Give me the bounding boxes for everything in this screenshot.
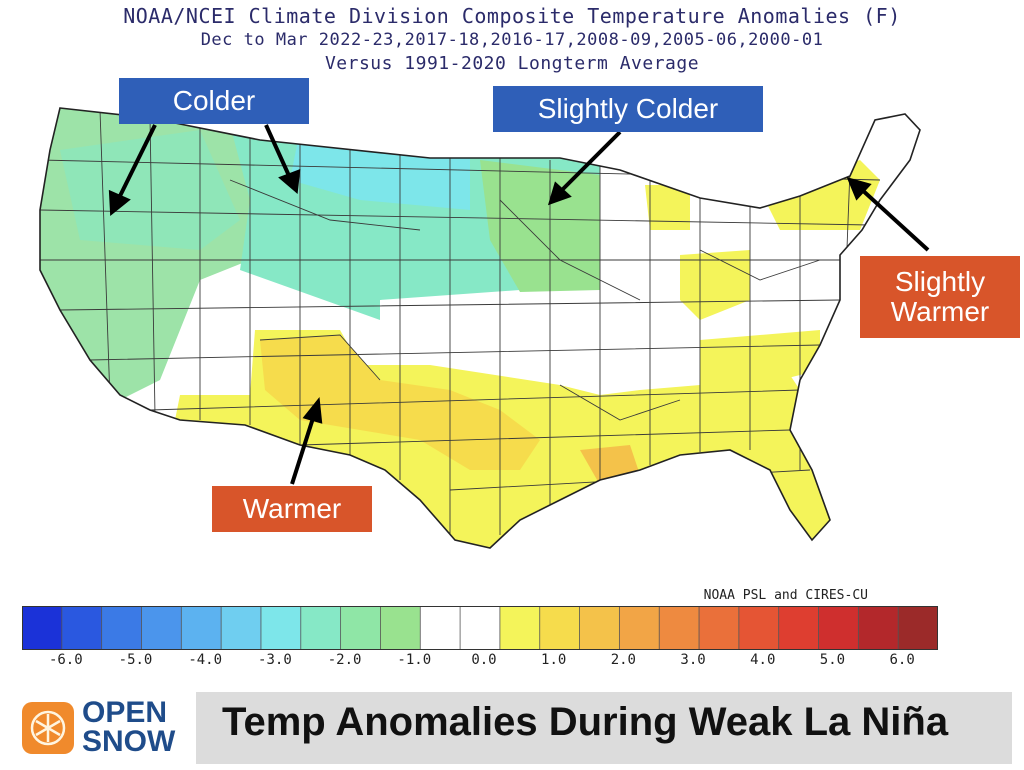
colorbar-swatch [658,606,700,650]
colorbar-swatch [618,606,660,650]
colorbar-swatch [300,606,342,650]
climate-division-boundaries [40,109,881,540]
arrow-warmer-head [302,396,323,424]
region-michigan-warmer [645,185,690,230]
map-subtitle-years: Dec to Mar 2022-23,2017-18,2016-17,2008-… [200,30,824,50]
colorbar-swatch [380,606,421,650]
colorbar-tick-label: -6.0 [48,652,83,668]
opensnow-logo: OPEN SNOW [12,692,196,764]
colorbar-tick-label: 6.0 [889,652,915,668]
region-ohio-valley-warmer [680,250,750,320]
callout-slightly-warmer-line1: Slightly [894,266,986,297]
anomaly-colorbar [22,606,938,650]
colorbar-swatch [738,606,780,650]
colorbar-tick-label: -2.0 [327,652,362,668]
map-subtitle-baseline: Versus 1991-2020 Longterm Average [324,53,700,74]
arrow-colder-plains-head [278,168,301,194]
colorbar-swatch [579,606,621,650]
us-climate-division-map [39,107,930,549]
colorbar-swatch [897,606,938,650]
arrow-slightly-warmer [858,186,930,252]
region-northwest-colder [60,130,240,250]
colorbar-swatch [22,606,63,650]
colorbar-swatch [818,606,860,650]
colorbar-tick-label: 4.0 [750,652,776,668]
colorbar-swatch [419,606,461,650]
us-outline [39,107,921,549]
callout-arrows [108,124,930,485]
region-northeast-warmer [760,160,880,230]
colorbar-swatch [340,606,382,650]
colorbar-tick-label: -3.0 [258,652,292,668]
colorbar-swatch [260,606,302,650]
callout-slightly-warmer: Slightly Warmer [860,256,1020,338]
region-upper-midwest-slightly-colder [480,160,600,292]
colorbar-swatch [220,606,262,650]
colorbar-swatch [61,606,103,650]
map-title: NOAA/NCEI Climate Division Composite Tem… [123,4,901,28]
colorbar-tick-label: 3.0 [680,652,706,668]
callout-colder: Colder [119,78,309,124]
region-carolinas-warmer [700,330,820,385]
arrow-warmer [290,414,316,485]
colorbar-tick-label: 0.0 [471,652,497,668]
opensnow-wordmark: OPEN SNOW [82,696,176,758]
callout-warmer: Warmer [212,486,372,532]
colorbar-swatch [778,606,820,650]
snowflake-logo-icon [22,702,74,754]
map-title-block: NOAA/NCEI Climate Division Composite Tem… [0,4,1024,76]
footer-inner: OPEN SNOW Temp Anomalies During Weak La … [12,692,1012,764]
data-credit: NOAA PSL and CIRES-CU [703,588,868,603]
colorbar-tick-label: -1.0 [397,652,432,668]
colorbar-tick-label: 1.0 [541,652,567,668]
colorbar-swatch [459,606,501,650]
footer-banner: OPEN SNOW Temp Anomalies During Weak La … [0,692,1024,770]
colorbar-swatch [141,606,183,650]
colorbar-swatch [539,606,581,650]
callout-slightly-colder: Slightly Colder [493,86,763,132]
arrow-slightly-colder [558,130,622,194]
colorbar-tick-label: -4.0 [188,652,223,668]
callout-slightly-warmer-line2: Warmer [890,296,990,327]
logo-line-snow: SNOW [82,725,176,758]
colorbar-swatch [180,606,222,650]
arrow-slightly-colder-head [547,181,572,206]
colorbar-swatch [499,606,541,650]
colorbar-frame [22,606,938,650]
colorbar-swatch [698,606,740,650]
arrow-colder-west [116,124,157,201]
logo-line-open: OPEN [82,696,168,729]
colorbar-swatch [101,606,143,650]
arrow-colder-plains [264,124,292,179]
arrow-colder-west-head [108,189,131,216]
arrow-slightly-warmer-head [846,176,872,201]
colorbar-swatch [857,606,899,650]
colorbar-tick-label: 2.0 [610,652,636,668]
footer-title: Temp Anomalies During Weak La Niña [222,700,949,744]
colorbar-tick-label: 5.0 [819,652,846,668]
colorbar-tick-label: -5.0 [118,652,153,668]
